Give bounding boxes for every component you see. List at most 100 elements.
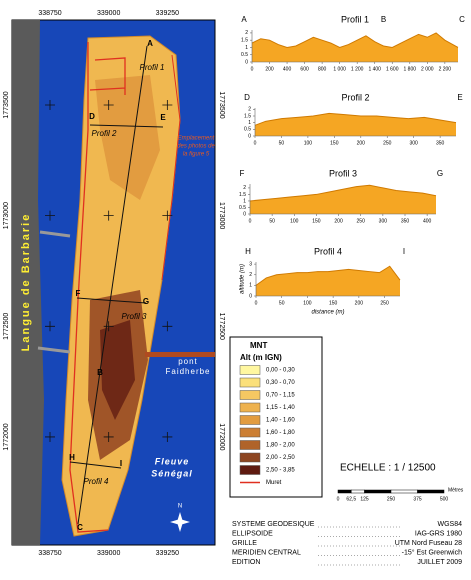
photo-note-line: Emplacement [178,136,215,142]
legend-swatch [239,440,261,450]
legend-swatch [239,427,261,438]
map-point-label: B [97,368,103,377]
x-tick-label: 600 [300,66,309,72]
y-tick-label: 1773000 [3,202,10,229]
x-tick-label: 400 [423,218,432,224]
map-point-label: D [89,112,95,121]
scale-label: 62,5 [346,496,356,502]
metadata-key: EDITION [232,559,260,566]
metadata: SYSTEME GEODESIQUE WGS84 ELLIPSOIDE IAG-GRS… [232,521,462,566]
legend-swatch [239,402,261,413]
map-point-label: F [76,289,81,298]
x-tick-label: 350 [436,140,445,146]
x-tick-label: 0 [249,218,252,224]
relief [100,320,135,420]
metadata-value: UTM Nord Fuseau 28 [395,540,462,547]
map-point-label: E [160,113,166,122]
scale-text: ECHELLE : 1 / 12500 [340,463,436,474]
x-tick-label: 50 [279,300,285,306]
scale-label: 375 [413,496,422,502]
profile-point-label: C [459,15,465,24]
x-tick-label: 800 [318,66,327,72]
x-tick-label: 0 [255,300,258,306]
y-tick-label: 1.5 [244,113,251,119]
bridge-label: Faidherbe [165,367,210,376]
profile-area [250,185,436,214]
grid-cross [162,210,173,221]
scale-label: 500 [440,496,449,502]
y-tick-label: 0 [245,59,248,65]
grid-cross [45,431,55,442]
x-tick-label: 200 [334,218,343,224]
x-tick-label: 150 [312,218,321,224]
x-tick-label: 250 [383,140,392,146]
y-tick-label: 1.5 [241,38,248,44]
metadata-key: ELLIPSOIDE [232,530,273,537]
legend-swatch [239,390,261,400]
metadata-value: IAG-GRS 1980 [415,530,462,537]
legend-label: 1,40 - 1,60 [266,418,295,424]
y-tick-label: 1.5 [239,192,246,198]
scale-label: 250 [387,496,396,502]
x-tick-label: 2 200 [439,66,452,72]
x-tick-label: 339000 [97,10,120,17]
y-tick-label: 2 [249,272,252,278]
metadata-key: MERIDIEN CENTRAL [232,549,301,556]
y-tick-label: 1773000 [218,202,225,229]
legend-title: MNT [250,341,267,350]
x-tick-label: 1 400 [368,66,381,72]
x-tick-label: 338750 [38,10,61,17]
legend-label: Muret [266,480,282,486]
y-tick-label: 1772000 [218,423,225,450]
y-tick-label: 1773500 [3,91,10,118]
x-tick-label: 1 600 [386,66,399,72]
profile-point-label: E [457,93,462,102]
spit-label: Langue de Barbarie [20,213,32,352]
map-point-label: G [143,297,149,306]
y-tick-label: 0.5 [239,205,246,211]
x-tick-label: 339000 [97,550,120,557]
grid-cross [162,321,173,332]
y-tick-label: 0 [248,133,251,139]
scale-segment [364,489,392,494]
river-label: Fleuve [155,456,190,466]
photo-note-line: la figure 5 [183,152,210,158]
profile-point-label: A [241,15,247,24]
legend-label: 1,60 - 1,80 [266,430,295,436]
profile-title: Profil 2 [341,92,369,102]
y-axis-label: altitude (m) [240,264,246,294]
legend-swatch [239,377,261,388]
x-tick-label: 150 [330,140,339,146]
x-tick-label: 1 000 [333,66,346,72]
x-tick-label: 338750 [38,550,61,557]
map-point-label: I [120,459,122,468]
grid-cross [45,321,55,332]
map-profile-label: Profil 4 [84,477,109,486]
y-tick-label: 0.5 [244,127,251,133]
jetty [37,230,71,354]
y-tick-label: 2 [245,30,248,36]
y-tick-label: 1772000 [3,423,10,450]
profile-point-label: B [381,15,386,24]
river-label: Sénégal [151,468,193,478]
legend-label: 0,30 - 0,70 [266,380,295,386]
y-tick-label: 1 [249,283,252,289]
legend-label: 1,15 - 1,40 [266,405,295,411]
map-profile-label: Profil 1 [140,63,165,72]
x-axis-label: distance (m) [311,310,344,316]
profile-point-label: H [245,247,251,256]
profile-point-label: G [437,169,443,178]
x-tick-label: 300 [379,218,388,224]
y-tick-label: 2 [248,107,251,113]
y-tick-label: 0 [243,211,246,217]
profile-point-label: D [244,93,250,102]
x-tick-label: 2 000 [421,66,434,72]
profile-area [252,32,458,62]
y-tick-label: 2 [243,185,246,191]
y-tick-label: 0 [249,293,252,299]
scale-label: 0 [337,496,340,502]
map-point-label: C [77,523,83,532]
x-tick-label: 1 200 [351,66,364,72]
profile-point-label: F [240,169,245,178]
map-point-label: A [147,39,153,48]
